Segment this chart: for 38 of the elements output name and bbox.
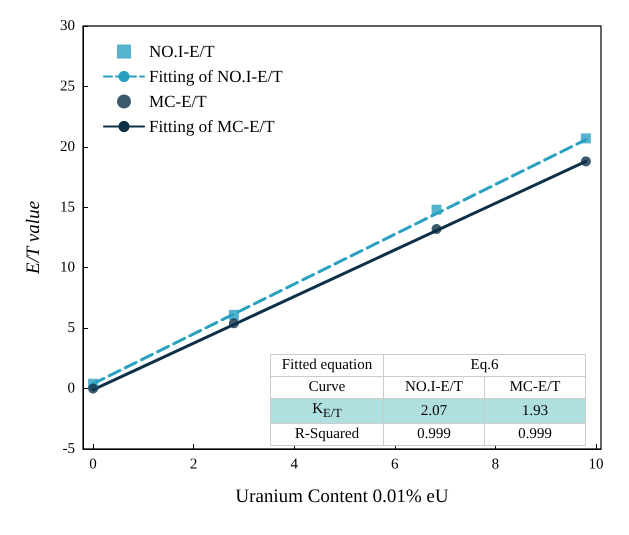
- y-tick-label: 30: [60, 18, 75, 34]
- annotation: 0.999: [384, 424, 484, 446]
- y-tick-label: 0: [68, 380, 75, 397]
- point: [88, 384, 98, 394]
- x-tick-label: 6: [391, 456, 400, 472]
- y-tick-label: -5: [62, 441, 75, 457]
- point: [228, 318, 239, 328]
- point: [432, 204, 442, 215]
- legend-label: NO.I-E/T: [149, 42, 216, 61]
- x-tick-label: 8: [492, 456, 500, 472]
- annotation: NO.I-E/T: [384, 376, 484, 398]
- legend-label: MC-E/T: [149, 92, 208, 111]
- annotation: R-Squared: [270, 424, 384, 446]
- point: [580, 133, 591, 144]
- y-axis-title: E/T value: [23, 200, 44, 276]
- annotation: Fitted equation: [270, 354, 384, 376]
- point: [580, 156, 591, 166]
- x-tick-label: 0: [89, 456, 97, 472]
- y-tick-label: 10: [60, 260, 75, 276]
- annotation: 0.999: [484, 424, 586, 446]
- x-tick-label: 4: [290, 456, 298, 472]
- point: [228, 310, 239, 320]
- x-tick-label: 2: [190, 456, 198, 472]
- legend-label: Fitting of NO.I-E/T: [149, 67, 284, 86]
- annotation: K$_{E/T}$: [270, 398, 384, 424]
- y-tick-label: 15: [60, 199, 75, 216]
- point: [432, 224, 442, 234]
- y-tick-label: 5: [68, 320, 75, 336]
- annotation: 2.07: [384, 398, 484, 424]
- legend-label: Fitting of MC-E/T: [149, 117, 276, 136]
- x-axis-title: Uranium Content 0.01% eU: [235, 486, 449, 507]
- y-tick-label: 20: [60, 138, 75, 155]
- x-tick-label: 10: [588, 456, 604, 472]
- annotation: 1.93: [484, 398, 586, 424]
- annotation: Curve: [270, 376, 384, 398]
- y-tick-label: 25: [60, 78, 75, 94]
- annotation: Eq.6: [384, 354, 586, 376]
- annotation: MC-E/T: [484, 376, 586, 398]
